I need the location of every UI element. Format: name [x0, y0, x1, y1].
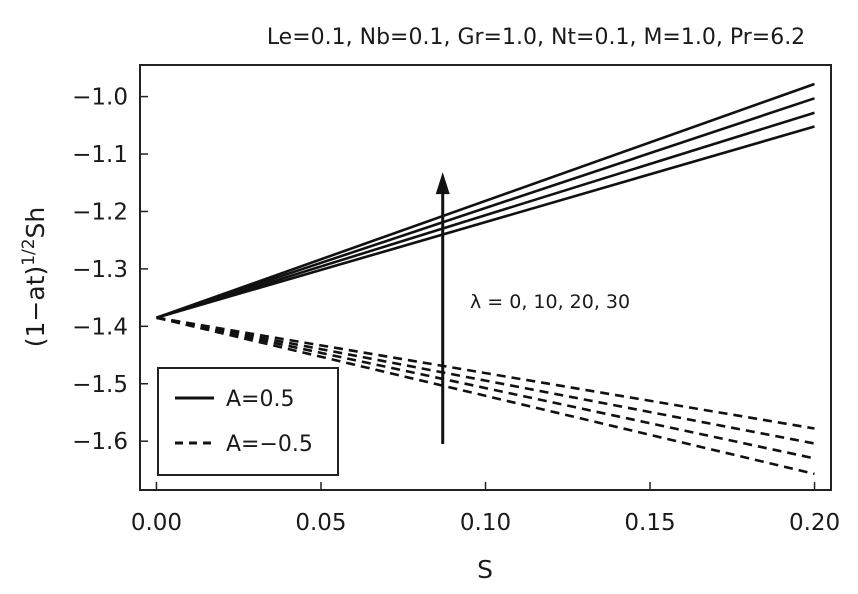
- series-line-solid: [156, 111, 815, 319]
- x-axis: 0.00 0.05 0.10 0.15 0.20: [131, 482, 840, 536]
- series-line-solid: [156, 82, 815, 319]
- y-axis-label-tail: Sh: [21, 207, 50, 239]
- y-tick-label: −1.5: [72, 372, 128, 398]
- series-line-dashed: [156, 316, 815, 476]
- y-axis-label-exponent: 1/2: [19, 238, 39, 265]
- y-axis-label: (1−at)1/2Sh: [19, 207, 50, 348]
- series-line-solid: [156, 97, 815, 319]
- y-axis: −1.0 −1.1 −1.2 −1.3 −1.4 −1.5 −1.6: [72, 85, 148, 455]
- y-axis-label-base: (1−at): [21, 266, 50, 347]
- x-tick-label: 0.05: [295, 510, 346, 536]
- y-tick-label: −1.0: [72, 85, 128, 111]
- x-tick-label: 0.20: [789, 510, 840, 536]
- y-tick-label: −1.6: [72, 429, 128, 455]
- x-tick-label: 0.10: [460, 510, 511, 536]
- series-line-dashed: [156, 316, 815, 430]
- x-axis-label: S: [477, 555, 493, 584]
- y-tick-label: −1.1: [72, 142, 128, 168]
- x-tick-label: 0.15: [624, 510, 675, 536]
- series-line-solid: [156, 125, 815, 319]
- y-tick-label: −1.4: [72, 314, 128, 340]
- series-line-dashed: [156, 316, 815, 460]
- lambda-arrow: [435, 172, 450, 445]
- y-tick-label: −1.3: [72, 257, 128, 283]
- x-tick-label: 0.00: [131, 510, 182, 536]
- lambda-annotation: λ = 0, 10, 20, 30: [470, 291, 630, 313]
- series-lines: [156, 82, 815, 476]
- legend-label-solid: A=0.5: [226, 387, 294, 412]
- chart-title: Le=0.1, Nb=0.1, Gr=1.0, Nt=0.1, M=1.0, P…: [267, 25, 805, 50]
- legend-label-dashed: A=−0.5: [226, 432, 313, 457]
- y-tick-label: −1.2: [72, 199, 128, 225]
- legend: A=0.5 A=−0.5: [157, 367, 339, 476]
- series-line-dashed: [156, 316, 815, 445]
